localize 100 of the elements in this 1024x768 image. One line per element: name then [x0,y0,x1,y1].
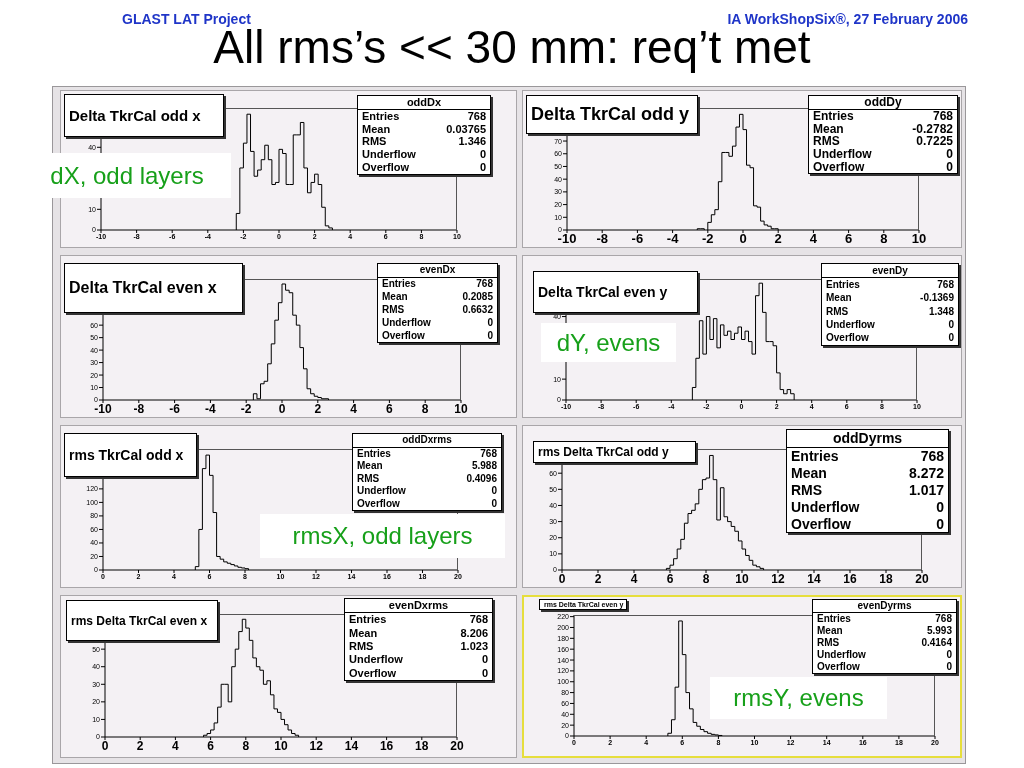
x-tick-label: -2 [240,401,252,416]
text: Overflow 0 [791,515,944,532]
text: Underflow 0 [817,649,952,660]
text: Mean 0.2085 [382,291,493,303]
x-tick-label: -2 [702,231,714,247]
text: Overflow 0 [357,497,497,509]
text: Overflow 0 [817,661,952,672]
text: Entries 768 [357,447,497,459]
text: Entries 768 [382,278,493,290]
annotation: dY, evens [541,323,676,362]
x-tick-label: 12 [309,738,324,753]
x-tick-label: 8 [421,401,429,416]
annotation: dX, odd layers [23,153,231,198]
annotation: rmsY, evens [710,677,887,719]
annotation: oddDy [809,95,957,110]
text: Mean -0.1369 [826,292,954,304]
x-tick-label: 8 [880,231,888,247]
x-tick-label: 4 [630,571,638,586]
chart-title: Delta TkrCal odd y [526,95,698,134]
text: Underflow 0 [813,147,953,162]
text: Underflow 0 [791,498,944,515]
text: Mean 0.03765 [362,122,486,135]
x-tick-label: 16 [843,571,857,586]
text: Underflow 0 [349,653,488,666]
text: Underflow 0 [362,148,486,161]
text: RMS 1.348 [826,305,954,317]
x-tick-label: -4 [205,401,217,416]
text: Overflow 0 [382,329,493,341]
x-tick-label: 6 [844,231,853,247]
text: Underflow 0 [826,318,954,330]
x-tick-label: 6 [666,571,674,586]
text: RMS 0.4164 [817,637,952,648]
text: Overflow 0 [813,159,953,174]
text: oddDx [358,95,490,110]
text: Mean 5.988 [357,460,497,472]
x-tick-label: 18 [415,738,429,753]
x-tick-label: 12 [771,571,785,586]
chart-title: Delta TkrCal odd x [64,94,224,137]
chart-title: Delta TkrCal even x [64,263,243,313]
x-tick-label: -4 [666,231,680,247]
text: oddDyrms [787,430,948,448]
chart-title: rms Delta TkrCal odd y [533,441,696,463]
x-tick-label: -6 [631,231,644,247]
x-tick-label: -8 [596,231,608,247]
x-tick-label: 6 [207,738,215,753]
x-tick-label: -6 [169,401,181,416]
x-tick-label: 8 [242,738,250,753]
x-tick-label: 16 [379,738,394,753]
text: Mean 8.206 [349,626,488,639]
text: RMS 1.346 [362,135,486,148]
x-tick-label: 4 [350,401,358,416]
text: Underflow 0 [357,485,497,497]
text: Entries 768 [813,109,953,123]
text: RMS 1.023 [349,640,488,653]
x-tick-label: 4 [809,231,818,247]
x-tick-label: 10 [274,738,288,753]
x-tick-label: 6 [386,401,394,416]
text: Mean 8.272 [791,465,944,482]
text: IA WorkShopSix®, 27 February 2006 [727,11,968,28]
chart-title: rms TkrCal odd x [64,433,197,477]
text: Overflow 0 [826,332,954,344]
x-tick-label: 4 [172,738,180,753]
chart-title: rms Delta TkrCal even x [66,600,218,641]
text: evenDy [822,264,958,279]
x-tick-label: -10 [557,231,577,247]
text: Entries 768 [817,613,952,624]
text: RMS 0.7225 [813,134,953,149]
text: oddDxrms [353,434,501,448]
text: Overflow 0 [349,666,488,679]
x-tick-label: 14 [344,738,359,753]
text: Overflow 0 [362,161,486,174]
x-tick-label: 0 [739,231,747,247]
annotation: rmsX, odd layers [260,514,505,558]
x-tick-label: -8 [133,401,145,416]
text: Mean -0.2782 [813,121,953,136]
text: RMS 0.4096 [357,472,497,484]
x-tick-label: 20 [915,571,929,586]
x-tick-label: 2 [314,401,322,416]
x-tick-label: 2 [594,571,602,586]
x-tick-label: 20 [450,738,464,753]
text: Entries 768 [826,278,954,290]
text: Mean 5.993 [817,625,952,636]
text: Entries 768 [349,613,488,626]
x-tick-label: 18 [879,571,893,586]
text: Underflow 0 [382,316,493,328]
text: Entries 768 [362,109,486,122]
text: RMS 0.6632 [382,303,493,315]
text: Entries 768 [791,448,944,465]
x-tick-label: 10 [454,401,468,416]
x-tick-label: 2 [136,738,144,753]
chart-title: Delta TkrCal even y [533,271,698,313]
text: evenDyrms [813,600,956,613]
x-tick-label: 0 [278,401,286,416]
x-tick-label: 10 [911,231,927,247]
x-tick-label: 10 [735,571,749,586]
x-tick-label: 14 [807,571,821,586]
text: evenDx [378,264,497,278]
x-tick-label: 2 [774,231,782,247]
text: evenDxrms [345,599,492,614]
x-tick-label: 8 [702,571,710,586]
